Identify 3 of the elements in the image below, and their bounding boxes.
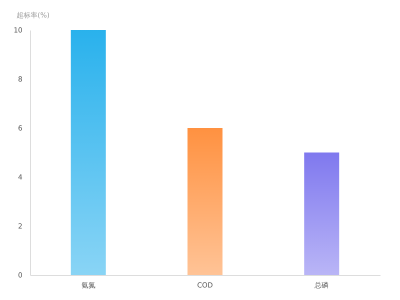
bar [188,128,222,275]
bar [304,152,340,275]
bar [70,30,106,275]
